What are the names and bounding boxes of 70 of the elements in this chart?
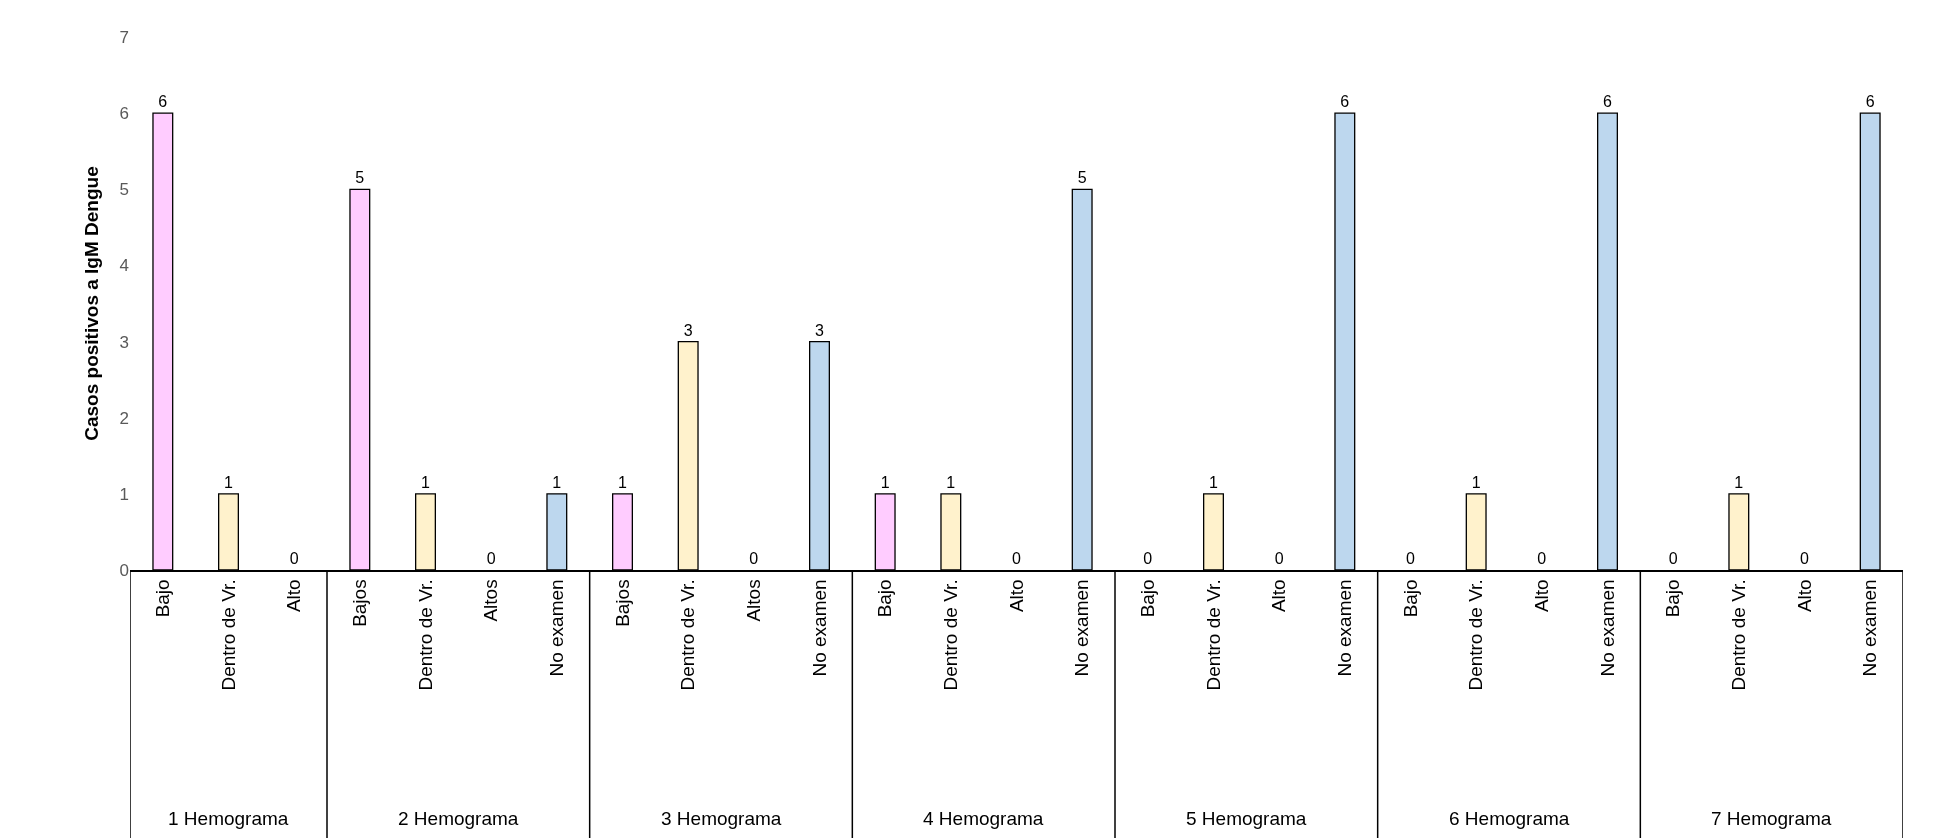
text: 2 Hemograma <box>398 808 519 829</box>
y-tick-label: 1 <box>119 484 129 504</box>
data-label: 6 <box>1603 93 1612 111</box>
x-tick-label: No examen <box>546 579 568 677</box>
data-label: 1 <box>552 473 562 491</box>
data-label: 1 <box>1209 473 1218 491</box>
y-tick-label: 2 <box>119 408 129 428</box>
text: 7 Hemograma <box>1711 808 1832 829</box>
x-tick-label: Dentro de Vr. <box>1465 579 1487 691</box>
data-label: 1 <box>224 473 233 491</box>
x-tick-label: Altos <box>480 579 502 622</box>
x-tick-label: Dentro de Vr. <box>940 579 962 691</box>
data-label: 1 <box>880 473 890 491</box>
text: 3 Hemograma <box>661 808 782 829</box>
y-tick-label: 7 <box>119 27 129 47</box>
data-label: 0 <box>1012 550 1021 567</box>
text: 1 Hemograma <box>168 808 289 829</box>
y-tick-label: 0 <box>119 560 129 580</box>
data-label: 6 <box>158 93 168 111</box>
y-tick-label: 5 <box>119 180 129 200</box>
data-label: 6 <box>1340 93 1350 111</box>
data-label: 0 <box>1274 550 1284 567</box>
x-tick-label: Dentro de Vr. <box>217 579 239 691</box>
x-tick-label: Bajo <box>152 579 174 618</box>
x-tick-label: Bajo <box>1137 579 1159 618</box>
data-label: 0 <box>1800 550 1809 567</box>
data-label: 0 <box>1143 550 1153 567</box>
x-tick-label: No examen <box>1071 579 1093 677</box>
data-label: 3 <box>683 321 693 339</box>
data-label: 1 <box>1734 473 1744 491</box>
data-label: 0 <box>749 550 759 567</box>
y-tick-label: 6 <box>119 104 129 124</box>
data-label: 0 <box>1537 550 1547 567</box>
x-tick-label: Bajo <box>874 579 896 618</box>
y-tick-label: 3 <box>119 332 129 352</box>
data-label: 0 <box>1406 550 1415 567</box>
x-tick-label: Bajos <box>611 579 633 627</box>
x-tick-label: Dentro de Vr. <box>677 579 699 691</box>
x-tick-label: Bajo <box>1399 579 1421 618</box>
x-tick-label: No examen <box>1859 579 1881 677</box>
data-label: 1 <box>421 473 430 491</box>
x-tick-label: Alto <box>283 579 305 613</box>
data-label: 3 <box>815 321 824 339</box>
data-label: 1 <box>1471 473 1481 491</box>
x-tick-label: Bajos <box>349 579 370 627</box>
text: 4 Hemograma <box>923 808 1044 829</box>
x-tick-label: Bajo <box>1662 579 1684 618</box>
data-label: 5 <box>355 169 365 187</box>
x-tick-label: Dentro de Vr. <box>414 579 436 691</box>
data-label: 0 <box>1668 550 1678 567</box>
x-tick-label: Dentro de Vr. <box>1202 579 1224 691</box>
x-tick-label: Dentro de Vr. <box>1728 579 1750 691</box>
data-label: 1 <box>946 473 956 491</box>
data-label: 0 <box>486 550 496 567</box>
x-tick-label: No examen <box>1334 579 1356 677</box>
x-tick-label: Alto <box>1531 579 1553 613</box>
x-tick-label: No examen <box>808 579 830 677</box>
x-tick-label: No examen <box>1596 579 1618 677</box>
data-label: 1 <box>618 473 627 491</box>
y-tick-label: 4 <box>119 256 129 276</box>
data-label: 6 <box>1865 93 1875 111</box>
text: 6 Hemograma <box>1449 808 1570 829</box>
y-axis-title: Casos positivos a IgM Dengue <box>81 166 103 441</box>
text: 5 Hemograma <box>1186 808 1307 829</box>
x-tick-label: Alto <box>1793 579 1815 613</box>
data-label: 0 <box>289 550 299 567</box>
x-tick-label: Alto <box>1005 579 1027 613</box>
data-label: 5 <box>1077 169 1087 187</box>
x-tick-label: Altos <box>743 579 765 622</box>
x-tick-label: Alto <box>1268 579 1290 613</box>
